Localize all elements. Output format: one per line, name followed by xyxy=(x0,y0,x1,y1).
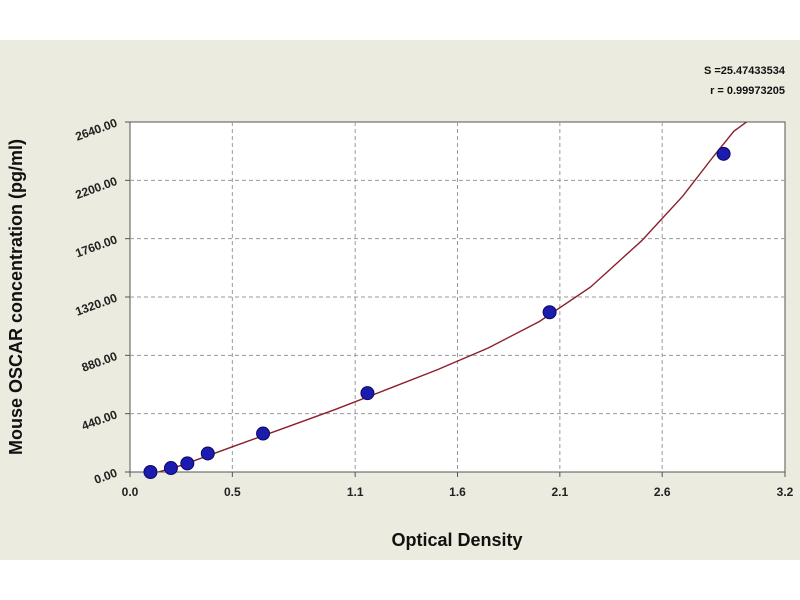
data-point xyxy=(360,386,375,401)
chart-panel: 0.0 0.5 1.1 1.6 2.1 2.6 3.2 0.00 440.00 880.00 13… xyxy=(0,40,800,560)
y-tick-label: 440.00 xyxy=(80,407,120,433)
x-tick-label: 0.0 xyxy=(122,485,139,499)
data-points xyxy=(143,146,731,479)
x-tick-label: 0.5 xyxy=(224,485,241,499)
x-axis-ticks: 0.0 0.5 1.1 1.6 2.1 2.6 3.2 xyxy=(122,472,794,499)
grid xyxy=(130,122,785,472)
data-point xyxy=(180,456,195,471)
y-tick-label: 880.00 xyxy=(80,349,120,375)
data-point xyxy=(200,446,215,461)
data-point xyxy=(542,305,557,320)
y-tick-label: 2640.00 xyxy=(73,116,119,144)
chart: 0.0 0.5 1.1 1.6 2.1 2.6 3.2 0.00 440.00 880.00 13… xyxy=(6,65,794,550)
x-tick-label: 3.2 xyxy=(777,485,794,499)
y-tick-label: 0.00 xyxy=(92,466,119,487)
fit-curve-layer xyxy=(155,122,748,472)
x-tick-label: 2.6 xyxy=(654,485,671,499)
data-point xyxy=(163,461,178,476)
y-tick-label: 1320.00 xyxy=(73,291,119,319)
x-tick-label: 1.1 xyxy=(347,485,364,499)
y-tick-label: 1760.00 xyxy=(73,232,119,260)
stat-r-value: r = 0.99973205 xyxy=(710,85,785,97)
x-tick-label: 2.1 xyxy=(552,485,569,499)
stat-s-value: S =25.47433534 xyxy=(704,65,786,77)
y-axis-title: Mouse OSCAR concentration (pg/ml) xyxy=(6,139,26,455)
data-point xyxy=(716,146,731,161)
data-point xyxy=(256,426,271,441)
y-tick-label: 2200.00 xyxy=(73,174,119,202)
data-point xyxy=(143,465,158,479)
x-axis-title: Optical Density xyxy=(391,530,522,550)
y-axis-ticks: 0.00 440.00 880.00 1320.00 1760.00 2200.00 264… xyxy=(73,116,130,487)
fit-curve xyxy=(155,122,748,472)
x-tick-label: 1.6 xyxy=(449,485,466,499)
